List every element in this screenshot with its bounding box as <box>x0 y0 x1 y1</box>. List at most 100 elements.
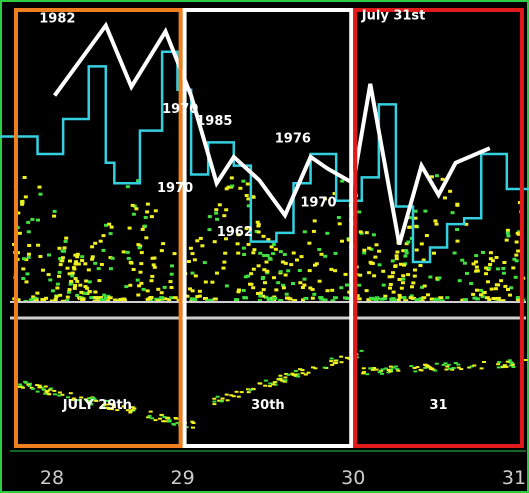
scatter-dot <box>126 256 131 260</box>
scatter-dot <box>246 204 251 208</box>
lower-dot <box>231 395 236 398</box>
scatter-dot <box>261 275 266 279</box>
baseline-dot <box>118 298 124 301</box>
baseline-dot <box>462 298 468 302</box>
scatter-dot <box>62 246 67 250</box>
scatter-dot <box>424 234 429 237</box>
scatter-dot <box>374 243 379 247</box>
baseline-dot <box>379 297 385 301</box>
lower-dot <box>472 364 477 367</box>
scatter-dot <box>407 225 412 229</box>
scatter-dot <box>222 260 227 264</box>
baseline-dot <box>278 299 284 303</box>
scatter-dot <box>48 278 53 282</box>
scatter-dot <box>388 283 393 286</box>
scatter-dot <box>130 203 135 207</box>
baseline-dot <box>474 297 480 301</box>
scatter-dot <box>512 257 517 261</box>
lower-dot <box>496 366 501 369</box>
scatter-dot <box>413 209 418 213</box>
lower-dot <box>339 355 344 358</box>
scatter-dot <box>404 242 409 246</box>
scatter-dot <box>394 254 399 258</box>
lower-dot <box>278 378 283 381</box>
scatter-dot <box>443 196 447 200</box>
scatter-dot <box>197 289 202 293</box>
lower-dot <box>89 399 94 402</box>
lower-dot <box>147 415 152 417</box>
lower-dot <box>510 362 514 364</box>
scatter-dot <box>139 262 144 266</box>
baseline-dot <box>322 298 328 302</box>
scatter-dot <box>489 287 494 291</box>
scatter-dot <box>131 268 136 271</box>
scatter-dot <box>464 222 469 226</box>
scatter-dot <box>455 202 460 206</box>
scatter-dot <box>297 269 302 272</box>
scatter-dot <box>300 286 305 289</box>
baseline-dot <box>421 296 427 300</box>
scatter-dot <box>357 283 362 287</box>
lower-dot <box>332 362 337 365</box>
scatter-dot <box>226 185 231 189</box>
scatter-dot <box>150 274 155 278</box>
scatter-dot <box>85 286 90 290</box>
scatter-dot <box>333 251 338 255</box>
scatter-dot <box>83 262 88 266</box>
scatter-dot <box>44 296 49 300</box>
scatter-dot <box>65 266 70 270</box>
scatter-dot <box>480 295 485 299</box>
scatter-dot <box>57 246 62 250</box>
lower-dot <box>280 379 285 382</box>
scatter-dot <box>57 270 62 274</box>
lower-dot <box>497 361 502 364</box>
lower-dot <box>469 365 474 368</box>
scatter-dot <box>298 281 303 285</box>
scatter-dot <box>295 258 299 262</box>
scatter-dot <box>274 288 279 292</box>
lower-dot <box>18 383 23 386</box>
baseline-dot <box>429 297 435 301</box>
lower-dot <box>453 362 458 364</box>
lower-dot <box>361 372 366 375</box>
scatter-dot <box>301 298 305 302</box>
lower-dot <box>217 399 222 402</box>
scatter-dot <box>87 290 92 293</box>
scatter-dot <box>397 278 402 281</box>
scatter-dot <box>484 266 489 270</box>
lower-dot <box>42 388 47 391</box>
scatter-dot <box>21 277 26 280</box>
scatter-dot <box>67 272 72 276</box>
scatter-dot <box>272 299 277 303</box>
scatter-dot <box>52 209 57 213</box>
scatter-dot <box>121 250 126 254</box>
scatter-dot <box>250 195 255 199</box>
lower-dot <box>52 389 57 392</box>
scatter-dot <box>131 212 136 216</box>
lower-dot <box>37 386 42 389</box>
lower-dot <box>396 369 401 372</box>
baseline-dot <box>374 296 380 300</box>
baseline-dot <box>345 297 351 300</box>
scatter-dot <box>346 238 351 242</box>
scatter-dot <box>93 241 98 245</box>
scatter-dot <box>102 293 107 297</box>
scatter-dot <box>490 259 495 263</box>
year-label: 1970 <box>300 196 336 211</box>
baseline-dot <box>80 297 86 301</box>
baseline-dot <box>89 296 95 300</box>
scatter-dot <box>314 262 319 266</box>
lower-dot <box>423 366 428 369</box>
lower-dot <box>362 371 366 374</box>
scatter-dot <box>139 251 144 255</box>
scatter-dot <box>244 227 249 231</box>
scatter-dot <box>75 293 80 297</box>
lower-dot <box>415 366 420 369</box>
scatter-dot <box>73 253 78 257</box>
scatter-dot <box>289 263 294 267</box>
baseline-dot <box>287 297 293 301</box>
scatter-dot <box>323 254 328 258</box>
scatter-dot <box>190 252 195 256</box>
